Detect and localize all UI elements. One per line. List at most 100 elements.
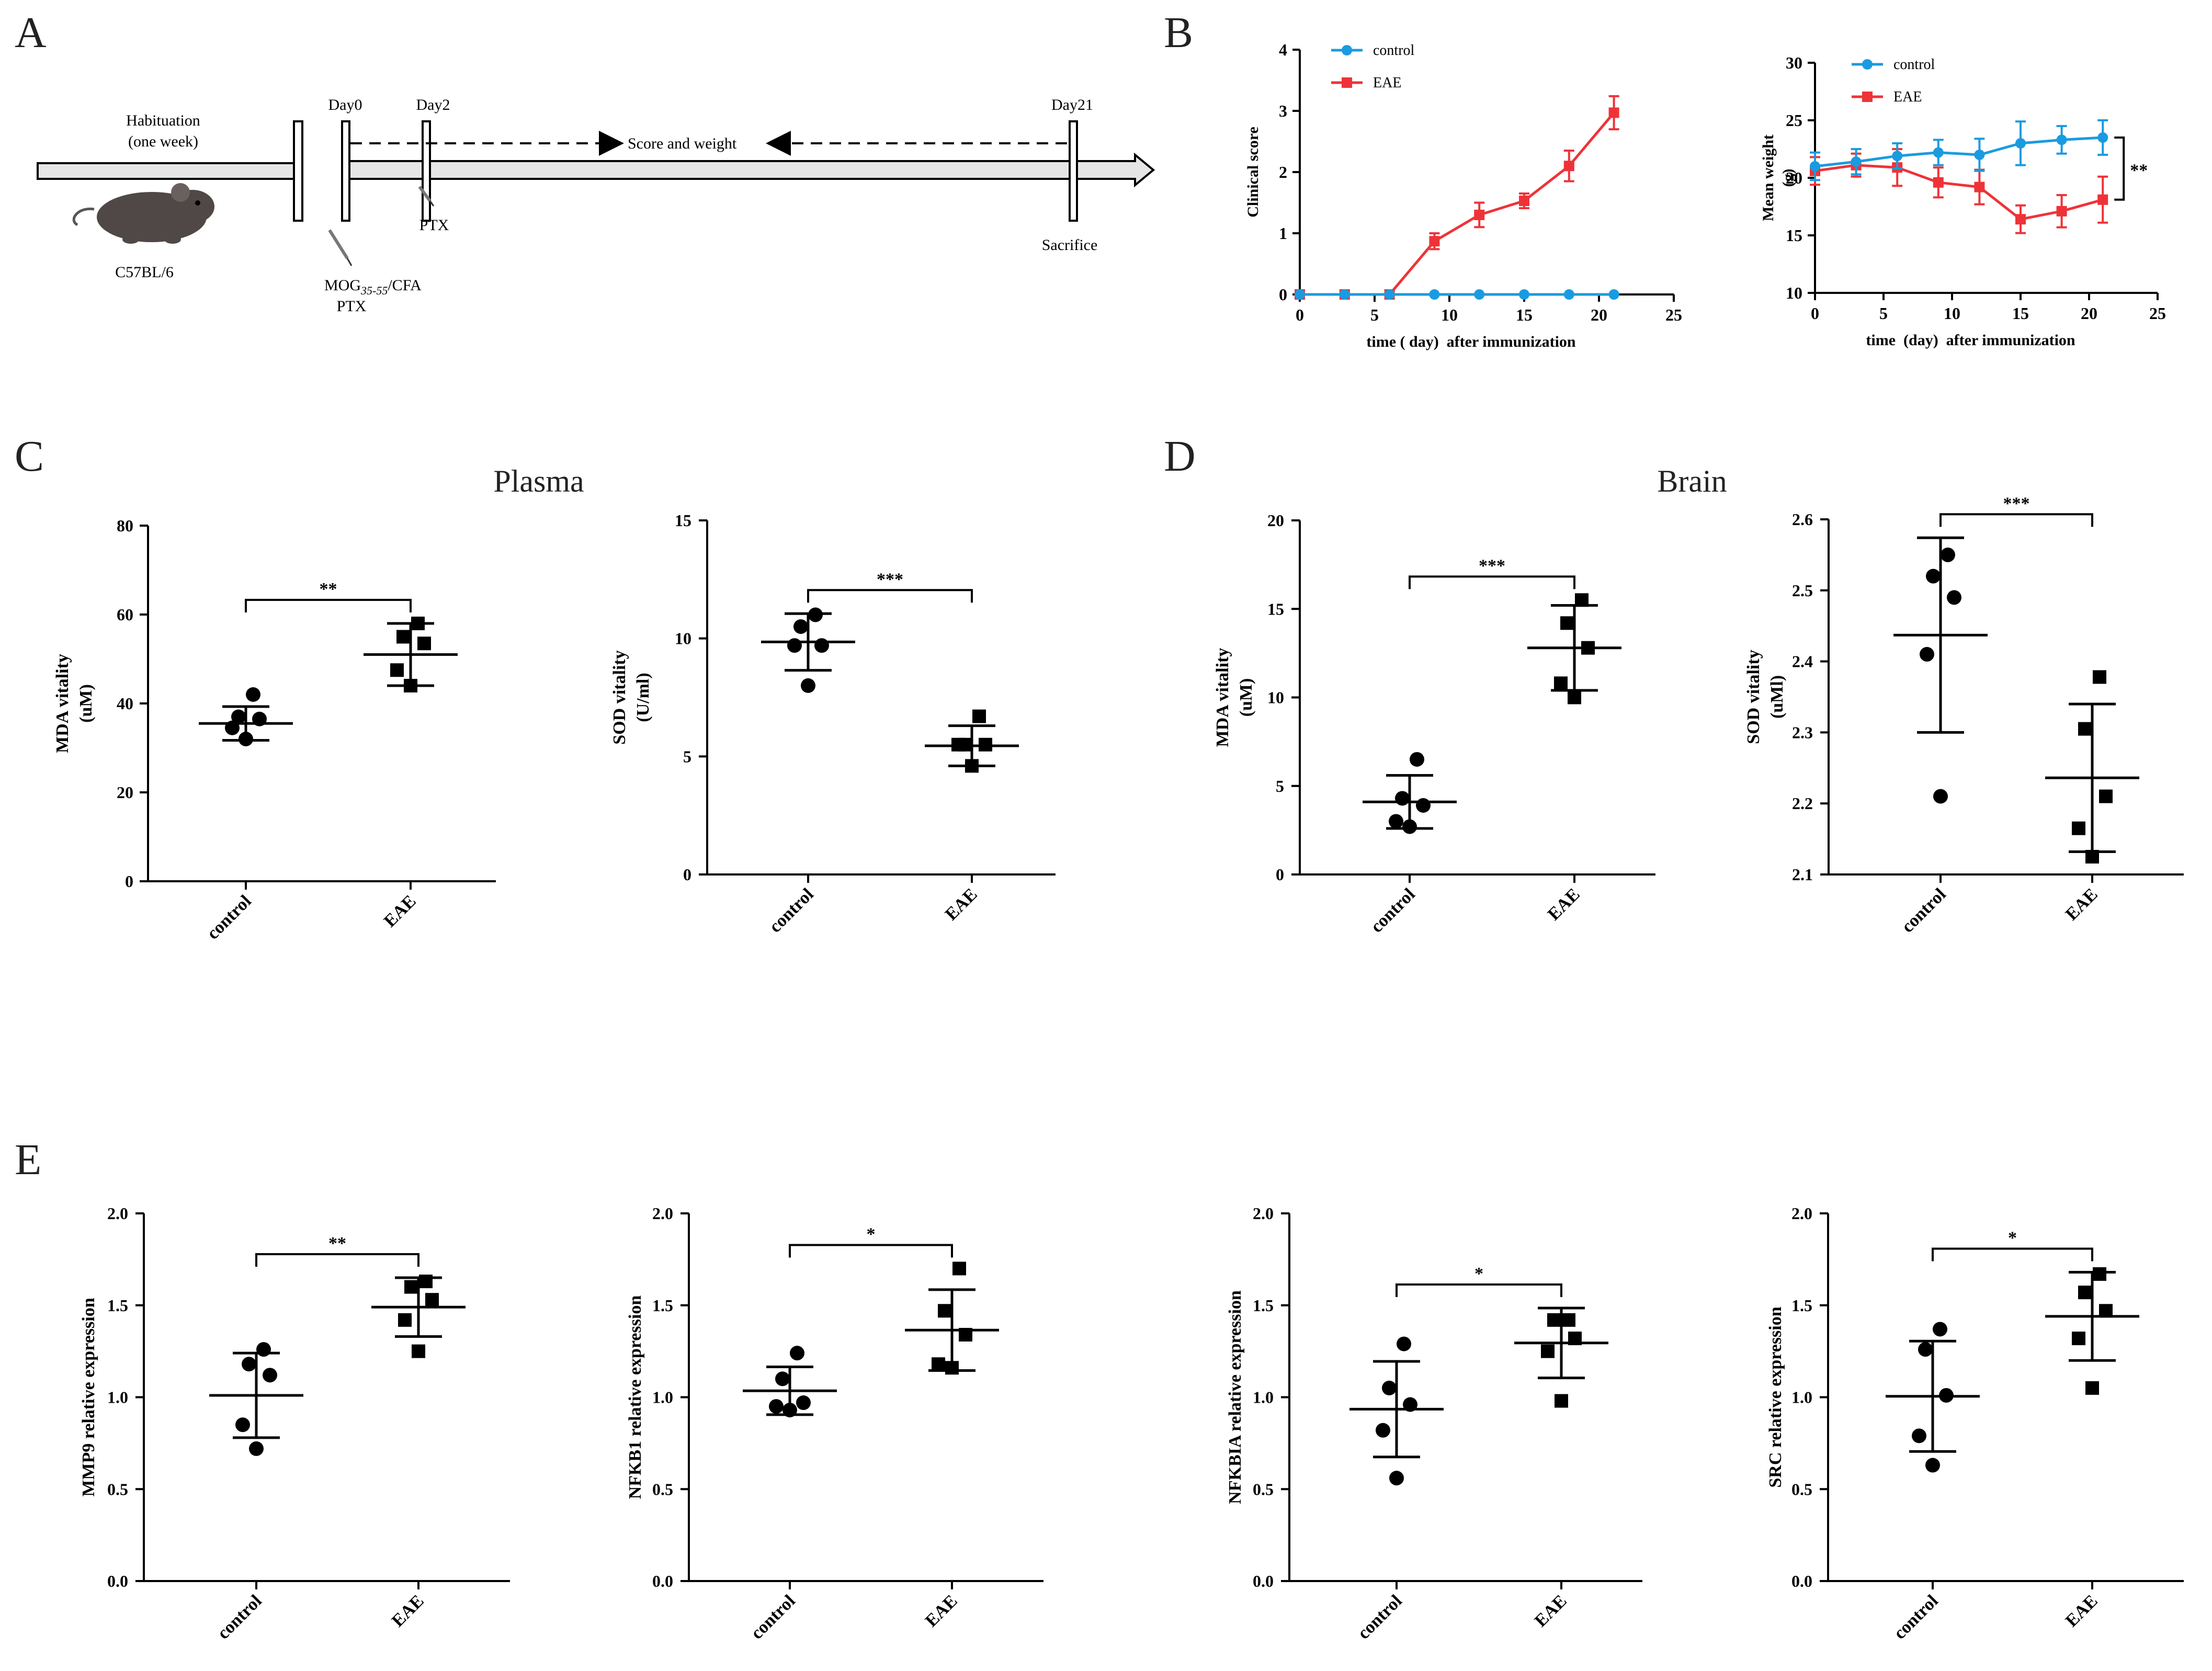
eae-point [2078, 1286, 2092, 1300]
significance-label: * [1474, 1264, 1483, 1283]
panel-label-a: A [15, 8, 47, 57]
eae-point [419, 1275, 433, 1289]
control-point [1410, 752, 1424, 767]
eae-marker [2056, 206, 2067, 217]
eae-point [932, 1357, 945, 1371]
category-label-eae: EAE [380, 891, 420, 931]
category-label-control: control [747, 1591, 799, 1643]
control-marker [1810, 161, 1820, 172]
nfkb1-chart: 0.0 0.5 1.0 1.5 2.0 control EAE NFKB1 relative … [626, 1204, 1043, 1643]
syringe-icon [418, 186, 435, 207]
control-point [252, 711, 267, 726]
eae-point [1547, 1313, 1561, 1327]
control-point [1933, 789, 1948, 804]
category-label-eae: EAE [2062, 1591, 2102, 1631]
legend-label: EAE [1373, 75, 1401, 91]
x-tick-label: 10 [1441, 305, 1458, 324]
eae-point [2072, 1332, 2085, 1346]
eae-point [972, 709, 986, 723]
y-tick-label: 2.0 [1253, 1204, 1274, 1223]
y-tick-label: 1.0 [1253, 1388, 1274, 1407]
y-tick-label: 10 [675, 629, 691, 648]
y-axis-title: MMP9 relative expression [79, 1298, 98, 1496]
y-axis-title: SRC relative expression [1766, 1306, 1785, 1487]
control-series-line [1814, 136, 2103, 168]
significance-bracket [245, 599, 412, 612]
habituation-label: Habituation [126, 112, 200, 129]
significance-label: *** [2003, 494, 2030, 513]
eae-point [2078, 722, 2092, 736]
y-tick-label: 1.0 [652, 1388, 673, 1407]
category-label-control: control [765, 884, 817, 936]
eae-series-line [1300, 111, 1615, 296]
control-marker [1563, 289, 1574, 300]
control-point [1926, 569, 1941, 584]
significance-label: *** [877, 570, 903, 589]
control-marker [1474, 289, 1485, 300]
y-tick-label: 0.5 [107, 1480, 128, 1498]
mog-text: MOG [324, 277, 361, 294]
y-tick-label: 2 [1279, 163, 1287, 181]
y-tick-label: 15 [675, 511, 691, 530]
control-point [796, 1395, 811, 1411]
control-point [793, 619, 808, 634]
x-tick-label: 20 [1591, 305, 1607, 324]
eae-point [417, 636, 431, 651]
y-tick-label: 15 [1267, 599, 1284, 618]
y-tick-label: 2.4 [1792, 652, 1813, 671]
category-label-eae: EAE [922, 1591, 961, 1631]
eae-point [398, 1313, 412, 1327]
eae-point [952, 1261, 966, 1276]
syringe-icon [328, 229, 353, 266]
control-marker [1519, 289, 1529, 300]
category-label-control: control [203, 891, 255, 943]
plasma-mda-chart: 0 20 40 60 80 control EAE MDA vitality (uM) ** [53, 516, 496, 944]
eae-point [958, 737, 971, 752]
eae-point [938, 1304, 951, 1318]
habituation-duration: (one week) [128, 133, 198, 150]
x-tick-label: 20 [2081, 304, 2097, 323]
control-marker [1608, 289, 1619, 300]
y-tick-label: 1.5 [1253, 1296, 1274, 1315]
control-point [782, 1403, 797, 1418]
significance-label: ** [2130, 161, 2148, 180]
eae-point [404, 679, 417, 692]
y-tick-label: 1.5 [652, 1296, 673, 1315]
y-tick-label: 0 [1279, 285, 1287, 304]
legend-label: EAE [1893, 89, 1922, 105]
ptx-day2-label: PTX [419, 217, 449, 234]
y-tick-label: 4 [1279, 40, 1287, 59]
eae-point [2099, 789, 2113, 803]
control-point [775, 1371, 790, 1386]
significance-label: *** [1479, 556, 1505, 575]
control-point [1912, 1428, 1926, 1443]
legend-marker [1862, 59, 1873, 70]
src-chart: 0.0 0.5 1.0 1.5 2.0 control EAE SRC relative ex… [1766, 1204, 2184, 1643]
eae-point [2085, 850, 2099, 864]
mog-cfa-label: MOG35-55/CFA [324, 277, 422, 297]
brain-sod-chart: 2.1 2.2 2.3 2.4 2.5 2.6 control EAE SOD vitality… [1744, 494, 2184, 937]
control-point [1402, 819, 1417, 834]
significance-bracket [807, 589, 973, 603]
category-label-eae: EAE [941, 884, 981, 924]
control-marker [2056, 134, 2067, 145]
eae-point [1541, 1344, 1555, 1358]
brain-title: Brain [1657, 464, 1727, 498]
y-tick-label: 0.0 [652, 1572, 673, 1590]
y-axis-title: MDA vitality [53, 654, 72, 753]
y-tick-label: 2.0 [1791, 1204, 1812, 1223]
x-tick-label: 25 [1665, 305, 1682, 324]
mmp9-chart: 0.0 0.5 1.0 1.5 2.0 control EAE MMP9 relative e… [79, 1204, 510, 1643]
eae-point [945, 1361, 959, 1375]
panel-label-b: B [1164, 8, 1193, 57]
significance-bracket [2114, 137, 2125, 201]
y-tick-label: 1.5 [1791, 1296, 1812, 1315]
control-marker [1295, 289, 1305, 300]
score-weight-label: Score and weight [628, 135, 737, 152]
day0-label: Day0 [328, 96, 362, 113]
significance-bracket [1939, 513, 2093, 527]
control-point [1395, 791, 1410, 806]
legend-label: control [1893, 56, 1935, 73]
eae-point [965, 759, 979, 773]
